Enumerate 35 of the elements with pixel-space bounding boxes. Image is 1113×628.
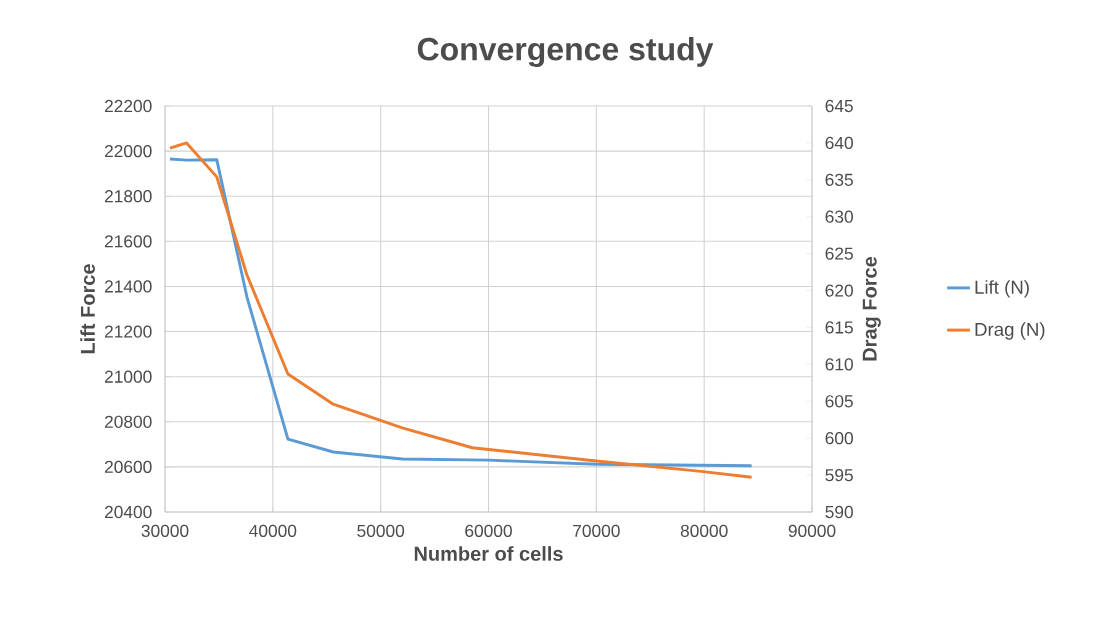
x-tick-label: 90000 — [788, 524, 836, 537]
legend-label: Drag (N) — [975, 322, 1045, 340]
y2-tick-label: 595 — [825, 468, 853, 482]
y-tick-label: 20400 — [104, 505, 152, 519]
x-axis-title: Number of cells — [414, 546, 563, 561]
y2-tick-label: 590 — [825, 505, 853, 519]
y-tick-label: 21800 — [104, 190, 152, 203]
y2-tick-label: 600 — [825, 432, 853, 445]
y-tick-label: 20600 — [104, 460, 152, 474]
y-tick-label: 22200 — [104, 99, 152, 113]
chart-title: Convergence study — [417, 37, 714, 67]
y2-tick-label: 610 — [825, 358, 853, 371]
x-tick-label: 80000 — [680, 524, 728, 537]
y-tick-label: 21600 — [104, 235, 152, 248]
y-axis-title: Lift Force — [80, 264, 95, 354]
y2-tick-label: 645 — [825, 99, 853, 113]
y2-tick-label: 630 — [825, 210, 853, 223]
y2-tick-label: 625 — [825, 247, 853, 260]
y2-tick-label: 615 — [825, 321, 853, 334]
y2-axis-title: Drag Force — [862, 256, 881, 361]
legend-label: Lift (N) — [975, 280, 1029, 298]
x-tick-label: 30000 — [141, 524, 189, 537]
x-tick-label: 50000 — [357, 524, 405, 537]
y-tick-label: 21200 — [104, 325, 152, 338]
y-tick-label: 21000 — [104, 370, 152, 383]
y2-tick-label: 620 — [825, 284, 853, 297]
x-tick-label: 60000 — [465, 524, 512, 537]
y2-tick-label: 640 — [825, 136, 853, 150]
y2-tick-label: 635 — [825, 173, 853, 186]
y2-tick-label: 605 — [825, 395, 853, 408]
x-tick-label: 70000 — [573, 524, 620, 537]
y-tick-label: 22000 — [104, 144, 152, 158]
y-tick-label: 21400 — [104, 280, 152, 293]
x-tick-label: 40000 — [249, 524, 297, 537]
y-tick-label: 20800 — [104, 415, 152, 428]
